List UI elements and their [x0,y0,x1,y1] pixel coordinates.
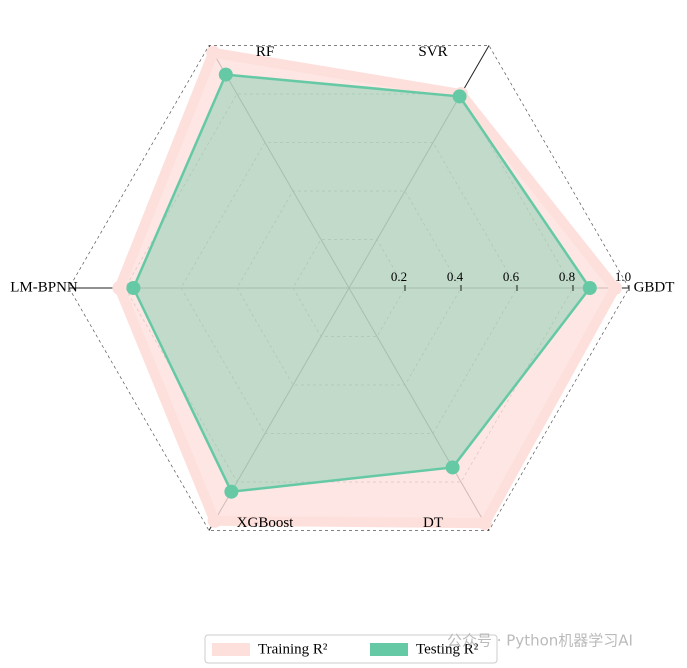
data-point [206,45,221,60]
legend-swatch [370,643,408,656]
category-label: GBDT [634,279,675,295]
data-point [126,281,141,295]
category-label: LM-BPNN [10,279,78,295]
category-label: SVR [418,44,447,60]
r-tick-label: 0.8 [559,269,575,284]
r-tick-label: 1.0 [615,269,631,284]
category-label: RF [256,44,274,60]
data-point [582,281,597,295]
watermark: 公众号 · Python机器学习AI [447,632,633,650]
r-tick-label: 0.2 [391,269,407,284]
data-point [608,281,622,295]
data-point [477,516,492,531]
data-point [224,484,239,499]
legend-label: Training R² [258,641,328,657]
data-point [112,281,127,295]
legend-swatch [212,643,250,656]
data-point [207,513,222,528]
data-point [445,460,460,475]
category-label: DT [423,515,443,531]
data-point [218,67,233,82]
r-tick-label: 0.6 [503,269,520,284]
data-point [452,89,467,104]
r-tick-label: 0.4 [447,269,464,284]
category-label: XGBoost [237,515,295,531]
legend-label: Testing R² [416,641,479,657]
legend-box [204,634,498,664]
